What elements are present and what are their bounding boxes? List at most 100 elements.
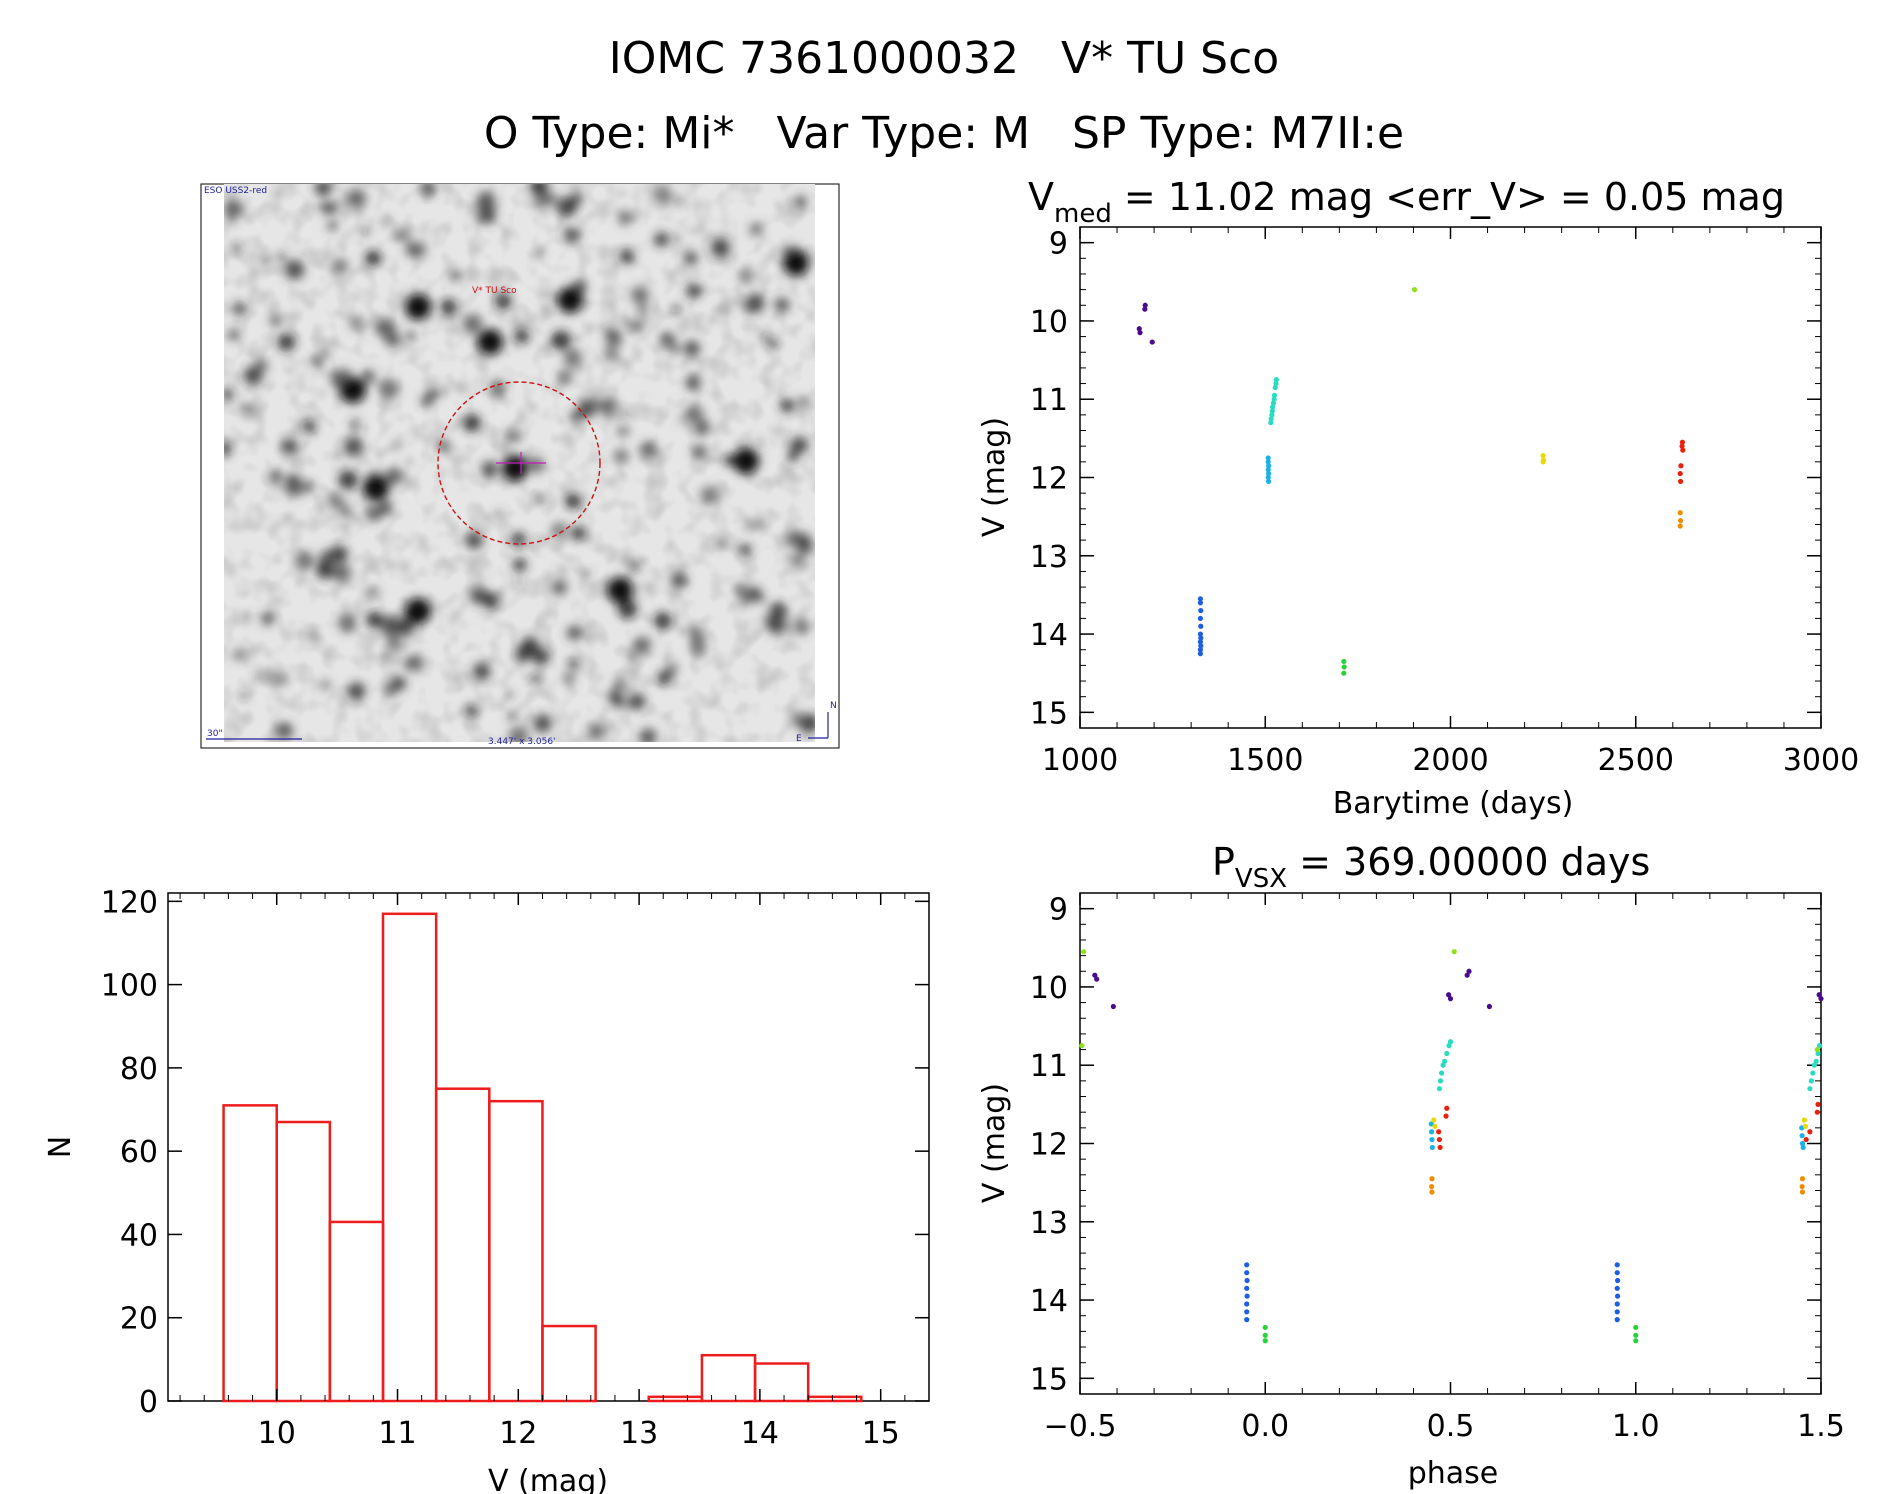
lightcurve-point (1265, 463, 1272, 469)
finder-star (530, 184, 549, 196)
finder-star (396, 229, 408, 241)
lightcurve-point (1197, 600, 1204, 606)
finder-star (224, 442, 232, 456)
lightcurve-point (1265, 455, 1271, 461)
phased-point (1436, 1129, 1442, 1135)
lightcurve-point (1137, 330, 1143, 336)
finder-star (684, 404, 704, 424)
lightcurve-xtick-label: 1000 (1042, 743, 1118, 778)
finder-star (615, 680, 625, 690)
finder-star (496, 511, 504, 518)
finder-star (295, 551, 314, 570)
finder-star (261, 612, 274, 625)
phased-point (1441, 1058, 1448, 1064)
phased-point (1451, 949, 1457, 955)
finder-star (587, 723, 605, 741)
phased-point (1614, 1262, 1620, 1268)
phased-point (1244, 1293, 1250, 1299)
phased-point (1814, 1046, 1820, 1053)
finder-star (240, 691, 248, 699)
finder-star (797, 533, 811, 546)
finder-star (269, 313, 282, 326)
phased-xtick-label: −0.5 (1044, 1409, 1117, 1444)
phased-point (1802, 1123, 1809, 1129)
phased-ytick-label: 13 (1030, 1206, 1068, 1241)
finder-star (791, 553, 805, 567)
finder-star (420, 184, 436, 196)
phased-point (1244, 1301, 1250, 1307)
finder-star (607, 689, 623, 705)
finder-star (786, 530, 803, 547)
finder-star (381, 616, 402, 637)
finder-star (462, 314, 483, 334)
finder-star (689, 625, 700, 635)
finder-star (383, 651, 391, 660)
lightcurve-ytick-label: 10 (1030, 305, 1068, 340)
finder-bright-star (340, 377, 366, 403)
finder-star (790, 436, 808, 454)
finder-star (674, 197, 683, 205)
lightcurve-point (1269, 408, 1275, 414)
phased-ytick-label: 12 (1030, 1128, 1068, 1163)
lightcurve-point (1679, 443, 1685, 449)
finder-star (563, 349, 583, 369)
finder-star (362, 370, 375, 383)
finder-star (348, 682, 366, 700)
finder-bright-star (363, 475, 389, 501)
lightcurve-point (1198, 607, 1204, 614)
finder-star (315, 560, 335, 579)
finder-star (551, 579, 567, 595)
lightcurve-point (1265, 474, 1271, 481)
phased-point (1094, 976, 1100, 982)
finder-star (366, 611, 383, 628)
lightcurve-title-sub: med (1054, 199, 1112, 229)
finder-bright-star (607, 577, 633, 603)
finder-star (551, 522, 568, 539)
finder-star (482, 592, 499, 609)
finder-star (395, 617, 415, 637)
phased-point (1803, 1136, 1809, 1143)
phased-point (1808, 1078, 1814, 1084)
phased-point (1815, 1050, 1821, 1057)
phased-point (1799, 1133, 1805, 1139)
finder-star (377, 500, 393, 516)
lightcurve-point (1271, 396, 1277, 402)
phased-point (1811, 1062, 1817, 1068)
finder-star (756, 521, 763, 528)
phased-point (1813, 1058, 1819, 1064)
finder-star (723, 454, 734, 466)
lightcurve-point (1198, 643, 1204, 649)
lightcurve-point (1198, 623, 1204, 629)
finder-star (243, 366, 262, 385)
finder-star (382, 218, 391, 227)
phased-frame (1079, 892, 1822, 1395)
histogram-panel: 10 11 12 13 14 15 0 20 40 60 80 100 120 V (mag) N (43, 885, 930, 1494)
finder-bright-star (405, 598, 431, 624)
finder-star (665, 664, 677, 676)
phased-point (1799, 1189, 1806, 1195)
phased-point (1444, 1050, 1450, 1057)
phased-point (1443, 1113, 1449, 1119)
histogram-ytick-label: 0 (139, 1385, 158, 1420)
finder-star (634, 636, 652, 654)
finder-star (365, 250, 381, 266)
phased-point (1444, 1105, 1450, 1111)
phased-point (1262, 1332, 1268, 1338)
phased-point (1429, 1176, 1435, 1182)
phased-point (1807, 1086, 1813, 1092)
finder-star (270, 470, 283, 483)
finder-star (756, 439, 763, 447)
lightcurve-point (1679, 439, 1686, 445)
finder-star (331, 258, 349, 275)
phased-point (1244, 1309, 1250, 1315)
finder-stars (224, 184, 815, 742)
lightcurve-ytick-label: 11 (1030, 383, 1068, 418)
finder-star (508, 727, 528, 742)
finder-star (386, 634, 403, 651)
finder-star (557, 197, 577, 217)
phased-point (1447, 996, 1454, 1002)
phased-ylabel: V (mag) (977, 1083, 1012, 1203)
lightcurve-point (1136, 326, 1142, 332)
finder-star (790, 712, 805, 727)
finder-star (740, 544, 752, 556)
